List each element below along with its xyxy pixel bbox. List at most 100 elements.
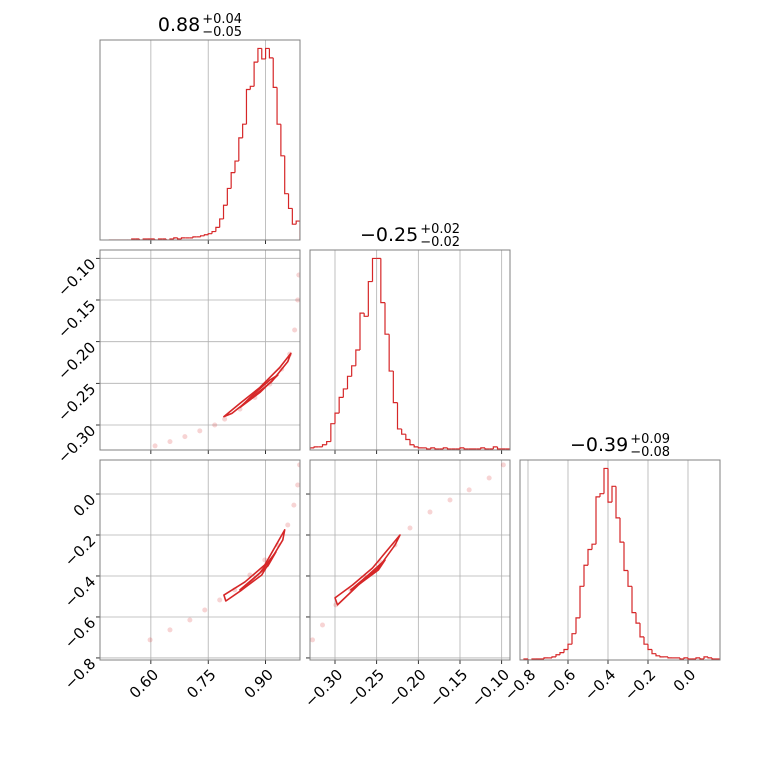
title-plus: +0.09: [630, 432, 670, 447]
hist-step: [215, 226, 220, 232]
sample-point: [152, 443, 158, 449]
hist-step: [388, 334, 394, 372]
hist-step: [643, 636, 648, 645]
hist-step: [346, 375, 352, 389]
plot-area: [152, 272, 300, 449]
hist-step: [563, 648, 568, 653]
x-tick-label: 0.75: [183, 666, 219, 702]
panel: −0.30−0.25−0.20−0.15−0.10: [301, 459, 513, 711]
sample-point: [212, 422, 218, 428]
hist-step: [363, 313, 369, 317]
hist-step: [280, 124, 285, 157]
hist-step: [655, 653, 660, 657]
y-tick-label: 0.0: [70, 491, 100, 521]
sample-point: [486, 475, 492, 481]
hist-step: [180, 237, 186, 239]
sample-point: [466, 487, 472, 493]
hist-step: [647, 644, 652, 651]
hist-step: [326, 440, 331, 445]
hist-step: [313, 446, 319, 448]
hist-step: [527, 658, 532, 660]
x-tick-label: 0.90: [241, 666, 277, 702]
hist-step: [505, 448, 510, 450]
y-tick-label: −0.8: [61, 655, 99, 693]
hist-step: [203, 234, 209, 236]
hist-step: [716, 658, 720, 660]
contour: [223, 529, 286, 602]
hist-step: [611, 485, 616, 503]
sample-point: [310, 637, 315, 643]
hist-step: [484, 447, 490, 450]
hist-step: [291, 208, 297, 225]
hist-step: [199, 235, 205, 237]
plot-area: [108, 47, 300, 240]
hist-step: [623, 542, 628, 572]
hist-step: [703, 656, 708, 659]
contour: [239, 551, 277, 591]
plot-area: [147, 462, 300, 643]
hist-step: [591, 543, 596, 550]
contour: [239, 374, 279, 409]
hist-step: [310, 447, 315, 450]
sample-point: [167, 627, 173, 633]
contour: [223, 352, 292, 418]
hist-step: [446, 447, 452, 450]
sample-point: [500, 462, 506, 468]
hist-step: [543, 657, 548, 659]
sample-point: [427, 509, 433, 515]
y-tick-label: −0.30: [54, 422, 99, 467]
hist-step: [384, 302, 390, 335]
panel: 0.60 0.75 0.90 0.0 −0.2−0.4−0.6−0.8: [61, 459, 301, 702]
hist-step: [595, 496, 600, 545]
y-tick-label: −0.10: [54, 255, 99, 300]
hist-step: [579, 585, 584, 618]
hist-step: [667, 656, 672, 659]
hist-step: [463, 447, 469, 450]
hist-step: [631, 586, 636, 614]
hist-step: [651, 649, 656, 655]
title: −0.39: [570, 434, 628, 456]
y-tick-label: −0.2: [61, 532, 99, 570]
x-tick-label: −0.2: [621, 666, 659, 704]
plot-area: [310, 257, 510, 450]
plot-area: [310, 462, 506, 643]
hist-step: [496, 446, 502, 450]
title-minus: −0.05: [202, 25, 242, 40]
panel-frame: [99, 39, 301, 241]
sample-point: [285, 522, 291, 528]
hist-step: [192, 236, 197, 238]
y-tick-label: −0.6: [61, 614, 99, 652]
x-tick-label: −0.15: [426, 666, 471, 711]
hist-step: [405, 434, 410, 441]
hist-step: [559, 652, 564, 655]
hist-step: [238, 137, 243, 162]
hist-step: [211, 230, 216, 234]
hist-step: [222, 204, 228, 219]
hist-step: [380, 258, 385, 304]
panel: −0.8 −0.6 −0.4 −0.2 0.0 −0.39 +0.09−0.08: [501, 432, 721, 704]
hist-step: [367, 280, 373, 317]
sample-point: [447, 497, 453, 503]
sample-point: [147, 637, 153, 643]
hist-step: [401, 428, 406, 435]
hist-step: [234, 160, 239, 173]
sample-point: [197, 428, 203, 434]
hist-step: [679, 657, 684, 660]
x-tick-label: −0.30: [301, 666, 346, 711]
contour: [334, 534, 401, 606]
hist-step: [707, 656, 712, 659]
sample-point: [296, 272, 300, 278]
hist-step: [334, 412, 340, 424]
y-tick-label: −0.25: [54, 380, 99, 425]
title: 0.88: [158, 14, 200, 36]
sample-point: [187, 617, 193, 623]
hist-step: [359, 312, 365, 350]
hist-step: [417, 446, 423, 449]
hist-step: [230, 172, 235, 189]
sample-point: [202, 607, 208, 613]
sample-point: [291, 502, 297, 508]
title-plus: +0.04: [202, 12, 242, 27]
hist-step: [567, 643, 572, 650]
hist-step: [555, 654, 560, 657]
